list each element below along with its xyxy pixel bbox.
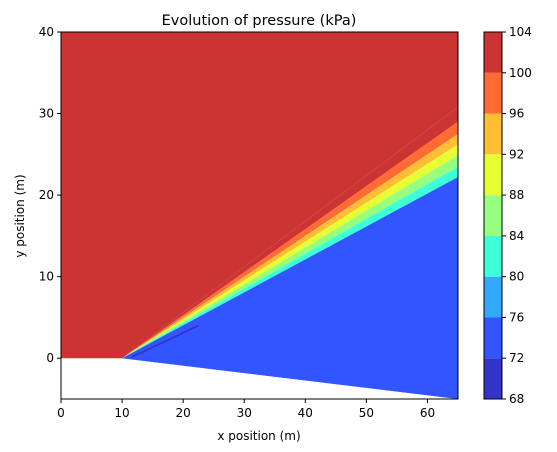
x-tick-label: 40 <box>298 406 313 420</box>
colorbar-tick-label: 104 <box>509 25 532 39</box>
colorbar-tick-label: 92 <box>509 147 524 161</box>
pressure-band-88 <box>122 144 458 359</box>
colorbar-swatch-100 <box>484 32 502 73</box>
colorbar-frame <box>483 31 503 400</box>
colorbar-swatch-96 <box>484 72 502 114</box>
colorbar-tick-label: 100 <box>509 66 532 80</box>
colorbar-swatch-76 <box>484 276 502 318</box>
low-pressure-streak <box>130 324 199 359</box>
pressure-band-100 <box>122 107 458 359</box>
colorbar-tick-label: 76 <box>509 310 524 324</box>
y-tick-label: 40 <box>39 25 54 39</box>
x-tick-label: 10 <box>114 406 129 420</box>
colorbar-tick-label: 68 <box>509 392 524 406</box>
x-tick-label: 30 <box>237 406 252 420</box>
x-axis: 0 10 20 30 40 50 60 <box>57 399 435 420</box>
colorbar-swatch-88 <box>484 154 502 196</box>
y-axis-label: y position (m) <box>13 174 27 257</box>
y-axis: 0 10 20 30 40 <box>39 25 61 365</box>
upstream-region <box>61 32 458 359</box>
colorbar: 68 72 76 80 84 88 92 96 100 104 <box>483 25 532 406</box>
pressure-band-84 <box>122 155 458 359</box>
plot-frame <box>60 31 459 400</box>
x-axis-label: x position (m) <box>217 429 300 443</box>
colorbar-swatch-72 <box>484 317 502 359</box>
pressure-band-92 <box>122 133 458 359</box>
colorbar-swatch-84 <box>484 195 502 236</box>
colorbar-swatch-80 <box>484 235 502 277</box>
pressure-band-80 <box>122 166 458 359</box>
colorbar-tick-label: 72 <box>509 351 524 365</box>
colorbar-tick-label: 84 <box>509 229 524 243</box>
colorbar-tick-label: 96 <box>509 107 524 121</box>
y-tick-label: 10 <box>39 270 54 284</box>
y-tick-label: 30 <box>39 107 54 121</box>
x-tick-label: 20 <box>176 406 191 420</box>
colorbar-tick-label: 80 <box>509 270 524 284</box>
x-tick-label: 60 <box>420 406 435 420</box>
colorbar-swatch-68 <box>484 358 502 399</box>
chart-title: Evolution of pressure (kPa) <box>162 13 357 29</box>
y-tick-label: 0 <box>46 351 54 365</box>
downstream-region <box>122 177 458 399</box>
pressure-band-96 <box>122 121 458 359</box>
y-tick-label: 20 <box>39 188 54 202</box>
colorbar-swatch-92 <box>484 113 502 155</box>
plot-area <box>60 31 459 400</box>
x-tick-label: 50 <box>359 406 374 420</box>
x-tick-label: 0 <box>57 406 65 420</box>
contour-fills <box>61 32 458 399</box>
colorbar-tick-label: 88 <box>509 188 524 202</box>
